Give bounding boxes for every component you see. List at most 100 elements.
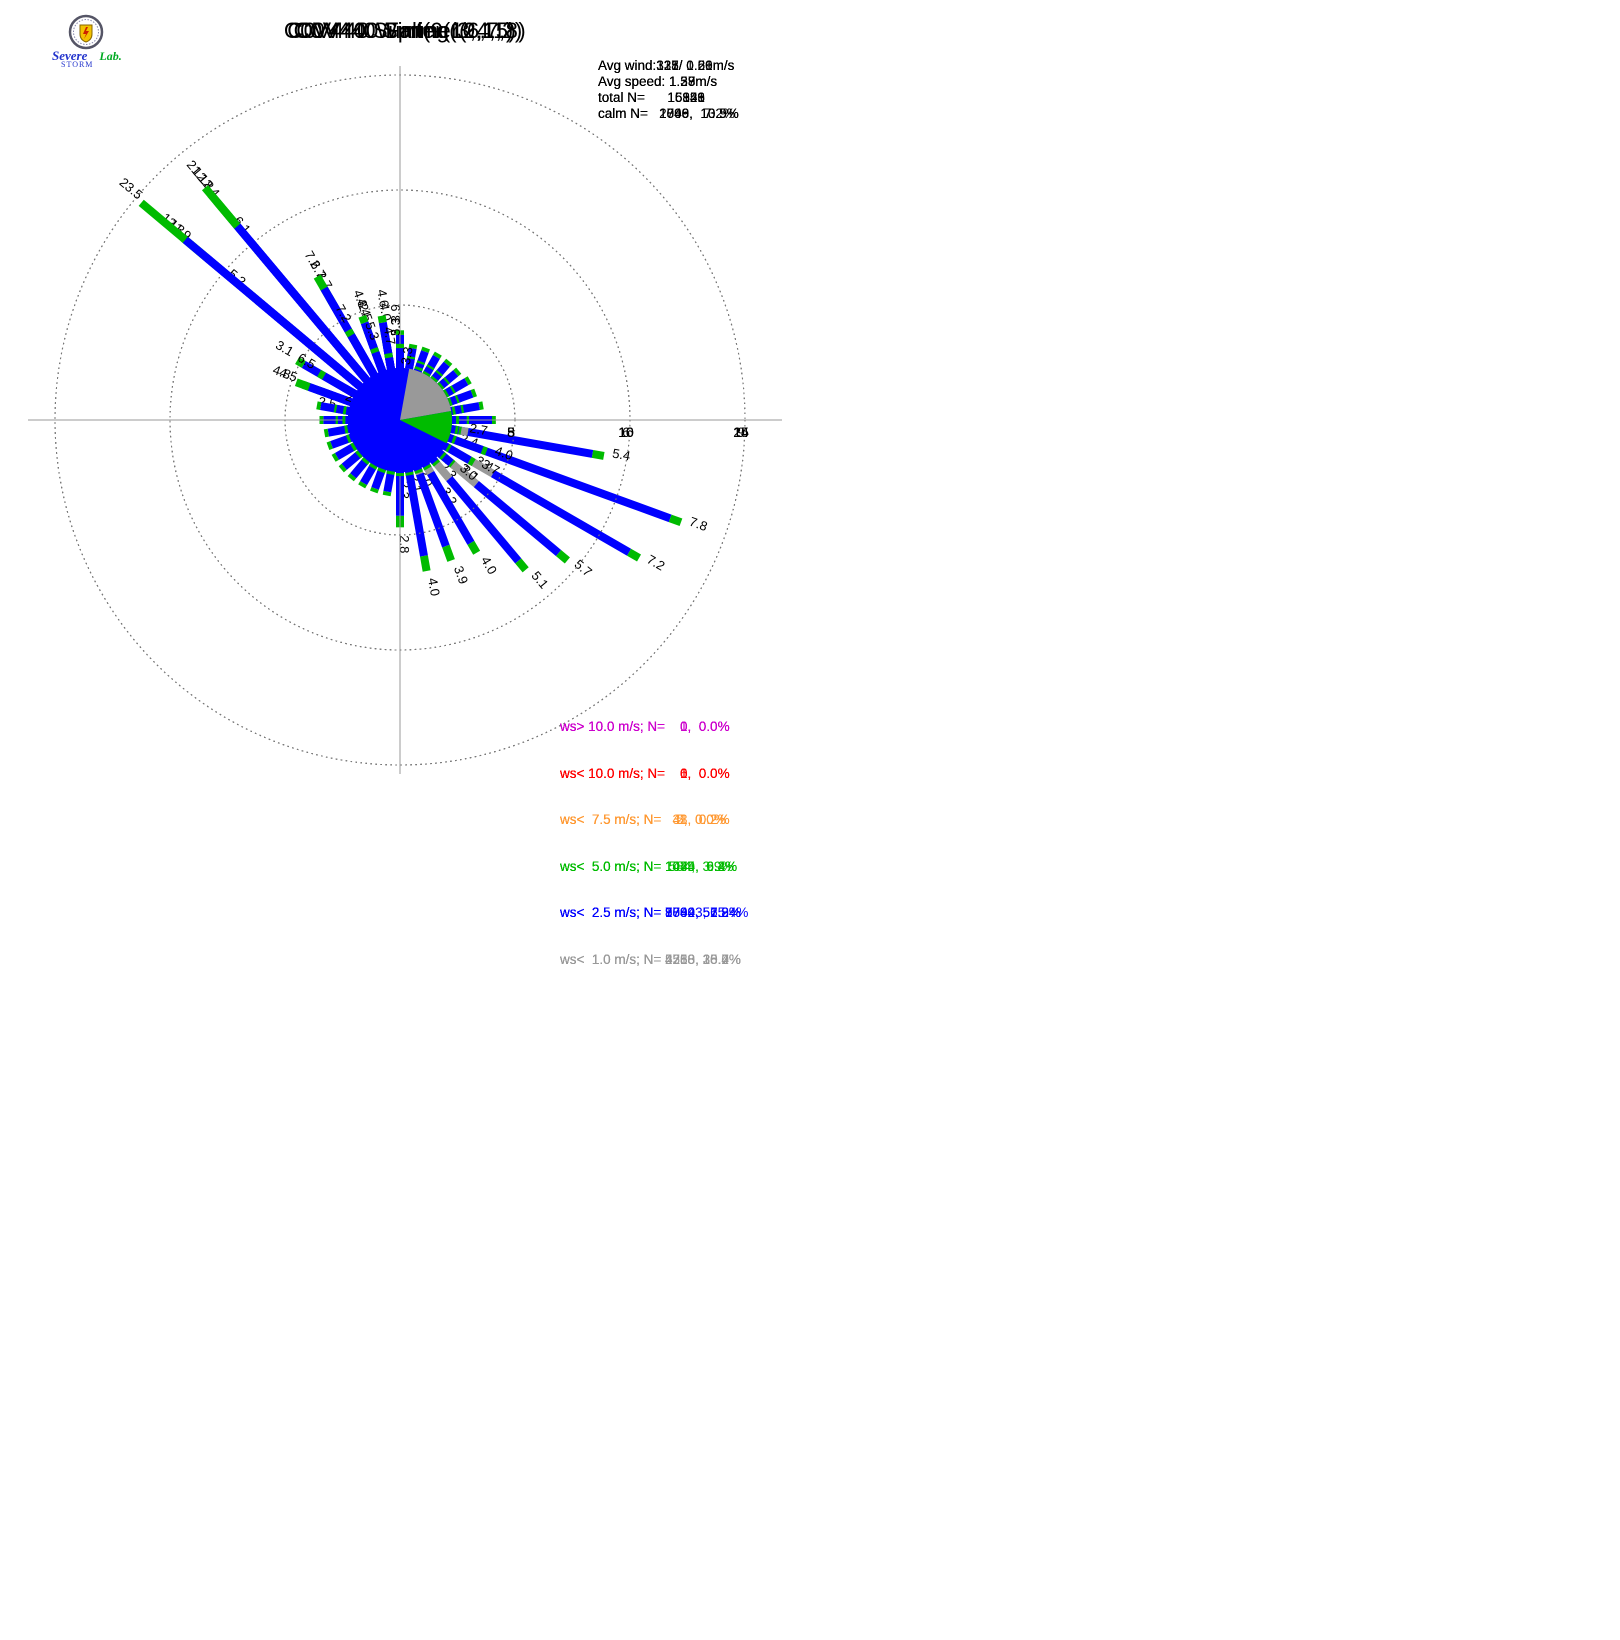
- logo-lab-label: Lab.: [99, 49, 122, 63]
- petal-value-label: 4.0: [493, 443, 515, 463]
- petal-segment-lt5: [591, 450, 605, 460]
- petal-value-label: 3.9: [388, 304, 403, 322]
- logo-text: Severe Lab.: [52, 49, 182, 63]
- petal-segment-lt5: [421, 346, 430, 353]
- avg-wind-stat: Avg wind:137/ 0.20m/s: [598, 58, 735, 73]
- calm-n-stat: calm N= 1769, 10.5%: [598, 106, 739, 121]
- storm-lab-emblem-icon: [68, 14, 104, 50]
- petal-segment-lt5: [480, 446, 488, 456]
- axis-tick-label: 24: [733, 424, 749, 440]
- petal-segment-lt5: [456, 416, 459, 424]
- petal-segment-lt25: [467, 428, 594, 458]
- petal-segment-lt5: [445, 443, 452, 453]
- petal-value-label: 3.9: [451, 564, 471, 586]
- severe-storm-lab-logo: Severe Lab. STORM: [52, 14, 182, 69]
- petal-value-label: 4.6: [374, 288, 392, 308]
- petal-segment-lt5: [345, 434, 352, 443]
- petal-value-label: 5.3: [388, 318, 403, 336]
- legend-row: ws< 7.5 m/s; N= 2, 0.0%: [560, 812, 726, 827]
- petal-segment-lt5: [331, 452, 339, 462]
- calm-n-stat: calm N= 1098, 7.2%: [598, 106, 735, 121]
- petal-segment-lt5: [405, 471, 414, 476]
- petal-segment-lt5: [430, 375, 439, 383]
- axis-tick-label: 8: [507, 424, 515, 440]
- petal-segment-lt25: [490, 470, 632, 556]
- petal-segment-lt25: [341, 451, 362, 470]
- petal-segment-lt5: [384, 352, 393, 359]
- petal-segment-lt5: [344, 328, 355, 338]
- petal-segment-lt5: [460, 404, 465, 414]
- axis-tick-label: 3: [507, 424, 515, 440]
- petal-value-label: 7.8: [687, 514, 709, 534]
- petal-segment-lt25: [182, 236, 390, 412]
- panel-title: C0V440 Winter(12,1,2): [287, 18, 523, 43]
- petal-segment-lt5: [396, 473, 404, 477]
- total-n-stat: total N= 15143: [598, 90, 705, 105]
- petal-value-label: 5.3: [362, 320, 382, 342]
- avg-speed-stat: Avg speed: 1.39m/s: [598, 74, 718, 89]
- petal-segment-lt5: [350, 442, 358, 451]
- legend: ws> 10.0 m/s; N= 1, 0.0% ws< 10.0 m/s; N…: [560, 688, 741, 998]
- petal-segment-lt5: [432, 459, 441, 467]
- total-n-stat: total N= 16821: [598, 90, 705, 105]
- petal-segment-lt5: [416, 360, 425, 366]
- petal-segment-lt5: [453, 367, 462, 377]
- legend-row: ws< 2.5 m/s; N= 7899, 52.2%: [560, 905, 741, 920]
- petal-segment-lt5: [342, 416, 346, 424]
- axis-tick-label: 6: [622, 424, 630, 440]
- petal-value-label: 4.0: [425, 577, 443, 597]
- avg-wind-stat: Avg wind:315/ 0.56m/s: [598, 58, 735, 73]
- petal-segment-lt25: [360, 464, 377, 486]
- petal-segment-lt5: [448, 459, 456, 468]
- total-n-stat: total N= 15326: [598, 90, 705, 105]
- avg-speed-stat: Avg speed: 1.28m/s: [598, 74, 718, 89]
- petal-segment-lt5: [347, 473, 357, 482]
- petal-value-label: 2.7: [468, 420, 488, 438]
- legend-row: ws< 7.5 m/s; N= 41, 0.2%: [560, 812, 730, 827]
- logo-storm-label: STORM: [61, 60, 94, 69]
- petal-segment-lt5: [396, 343, 404, 349]
- petal-segment-lt5: [317, 369, 327, 380]
- petal-segment-lt5: [426, 364, 435, 371]
- petal-segment-lt5: [408, 343, 418, 349]
- legend-row: ws< 1.0 m/s; N= 2758, 18.0%: [560, 951, 741, 967]
- petal-segment-lt5: [454, 425, 459, 435]
- calm-disc-green-sector: [400, 411, 453, 444]
- legend-row: ws> 10.0 m/s; N= 0, 0.0%: [560, 719, 730, 734]
- petal-segment-lt5: [432, 351, 442, 359]
- petal-segment-lt25: [327, 425, 348, 437]
- petal-value-label: 4.8: [271, 362, 293, 382]
- legend-row: ws< 10.0 m/s; N= 1, 0.0%: [560, 765, 730, 781]
- legend-row: ws< 5.0 m/s; N= 1074, 6.3%: [560, 858, 738, 874]
- calm-disc-gray-sector: [400, 368, 452, 420]
- legend: ws> 10.0 m/s; N= 0, 0.0% ws< 10.0 m/s; N…: [560, 688, 748, 998]
- panel-title: C0V440 Summer(6,7,8): [283, 18, 527, 43]
- petal-segment-lt5: [439, 452, 447, 461]
- legend-row: ws< 2.5 m/s; N= 9740, 57.9%: [560, 905, 741, 920]
- petal-segment-lt25: [427, 471, 475, 545]
- axis-tick-label: 10: [618, 424, 634, 440]
- calm-n-stat: calm N= 1846, 10.9%: [598, 106, 739, 121]
- legend-row: ws< 10.0 m/s; N= 0, 0.0%: [560, 765, 730, 781]
- petal-segment-lt5: [627, 548, 642, 562]
- legend-row: ws< 10.0 m/s; N= 0, 0.0%: [560, 765, 730, 781]
- range-ring: [169, 189, 631, 651]
- legend: ws> 10.0 m/s; N= 0, 0.0% ws< 10.0 m/s; N…: [560, 688, 741, 998]
- petal-segment-lt5: [370, 347, 380, 354]
- petal-segment-lt5: [406, 355, 416, 360]
- axis-tick-label: 5: [507, 424, 515, 440]
- legend-row: ws< 1.0 m/s; N= 4268, 25.4%: [560, 951, 741, 967]
- petal-segment-lt5: [437, 381, 445, 390]
- petal-segment-lt5: [338, 463, 347, 473]
- petal-value-label: 4.5: [277, 364, 299, 384]
- petal-segment-lt5: [556, 549, 570, 564]
- calm-n-stat: calm N= 2040, 13.5%: [598, 106, 739, 121]
- petal-segment-lt5: [414, 365, 423, 372]
- petal-segment-lt25: [234, 223, 392, 410]
- axis-tick-label: 5: [507, 424, 515, 440]
- petal-segment-lt25: [383, 472, 395, 493]
- petal-segment-lt5: [442, 389, 450, 398]
- legend-row: ws< 10.0 m/s; N= 6, 0.0%: [560, 765, 730, 781]
